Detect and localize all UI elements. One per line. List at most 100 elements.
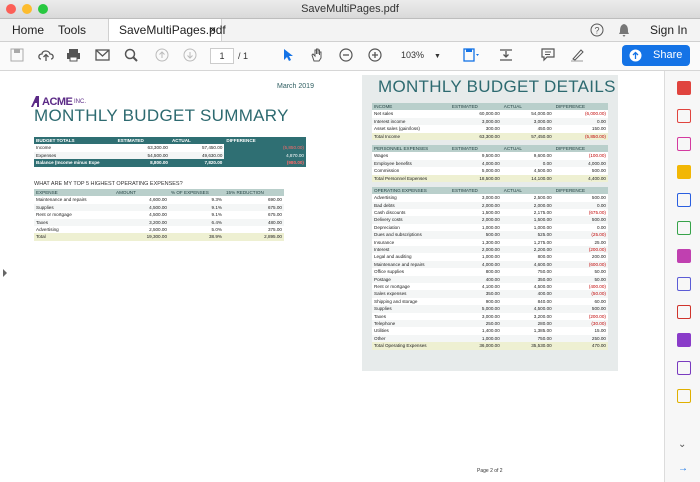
- table-row: Legal and auditing 1,000.00 800.00 200.00: [372, 253, 608, 260]
- cell-value: 9,500.00: [481, 153, 500, 159]
- table-header-row: BUDGET TOTALS ESTIMATED ACTUAL DIFFERENCE: [34, 137, 306, 145]
- row-label: Postage: [374, 276, 391, 282]
- notifications-icon[interactable]: [618, 23, 630, 37]
- table-header-row: INCOME ESTIMATED ACTUAL DIFFERENCE: [372, 103, 608, 111]
- column-header: EXPENSE: [36, 190, 58, 195]
- sign-in[interactable]: Sign In: [650, 23, 688, 37]
- tool-icon[interactable]: [677, 137, 691, 151]
- row-label: Employee benefits: [374, 160, 412, 166]
- row-label: Dues and subscriptions: [374, 232, 422, 238]
- document-area: March 2019 ACME INC. MONTHLY BUDGET SUMM…: [12, 71, 664, 482]
- row-label: Total Income: [374, 133, 401, 139]
- sidebar-collapse[interactable]: ⌄: [678, 439, 687, 450]
- mail-icon[interactable]: [95, 48, 110, 62]
- next-page[interactable]: [183, 48, 197, 62]
- cell-value: (200.00): [588, 247, 606, 253]
- table-row: Advertising 2,500.00 5.0% 375.00: [34, 226, 284, 233]
- cell-value: 480.00: [267, 219, 282, 225]
- zoom-dropdown[interactable]: 103% ▼: [401, 50, 441, 60]
- upload-icon[interactable]: [38, 48, 54, 62]
- column-header: ACTUAL: [503, 104, 522, 109]
- tool-icon[interactable]: [677, 221, 691, 235]
- table-row: Employee benefits 4,000.00 0.00 4,000.00: [372, 159, 608, 168]
- top-expenses-table: EXPENSE AMOUNT% OF EXPENSES 15% REDUCTION M…: [34, 189, 284, 241]
- document-tab-title: SaveMultiPages.pdf: [119, 23, 226, 37]
- row-label: Advertising: [374, 195, 397, 201]
- details-section: PERSONNEL EXPENSES ESTIMATED ACTUAL DIFFERE…: [372, 144, 608, 182]
- row-label: Supplies: [36, 204, 54, 210]
- cell-value: 840.00: [537, 298, 552, 304]
- tool-icon[interactable]: [677, 333, 691, 347]
- cell-value: 9,600.00: [533, 153, 552, 159]
- row-label: Balance (Income minus Expe: [36, 160, 100, 166]
- select-tool[interactable]: [282, 48, 294, 62]
- cell-value: (675.00): [588, 210, 606, 216]
- cell-value: 500.00: [591, 168, 606, 174]
- close-tab[interactable]: ✕: [209, 25, 217, 35]
- cell-value: 4,500.00: [149, 212, 167, 218]
- cell-value: 2,895.00: [264, 234, 282, 240]
- save-icon[interactable]: [10, 48, 24, 62]
- left-panel-toggle[interactable]: [2, 268, 8, 278]
- minimize-button[interactable]: [22, 4, 32, 14]
- total-row: Total Operating Expenses 36,000.00 35,530.…: [372, 342, 608, 350]
- column-header: INCOME: [374, 104, 393, 109]
- cell-value: 4,500.00: [533, 168, 552, 174]
- sidebar-expand[interactable]: →: [678, 463, 688, 474]
- highlight-tool[interactable]: [570, 48, 584, 62]
- tool-icon[interactable]: [677, 193, 691, 207]
- tool-icon[interactable]: [677, 305, 691, 319]
- cell-value: 3,200.00: [149, 219, 167, 225]
- zoom-button[interactable]: [38, 4, 48, 14]
- row-label: Rent or mortgage: [374, 283, 410, 289]
- fit-page[interactable]: [462, 48, 480, 62]
- table-row: Maintenance and repairs 4,600.00 9.3% 690.0…: [34, 196, 284, 203]
- table-row: Insurance 1,300.00 1,275.00 25.00: [372, 239, 608, 246]
- row-label: Bad debts: [374, 202, 395, 208]
- tool-icon[interactable]: [677, 389, 691, 403]
- row-label: Office supplies: [374, 269, 405, 275]
- page-number-input[interactable]: 1: [210, 48, 234, 64]
- cell-value: 8,800.00: [150, 160, 168, 166]
- table-row: Shipping and storage 900.00 840.00 60.00: [372, 298, 608, 305]
- share-button[interactable]: Share: [622, 45, 690, 66]
- row-label: Wages: [374, 153, 389, 159]
- column-header: OPERATING EXPENSES: [374, 187, 427, 193]
- previous-page[interactable]: [155, 48, 169, 62]
- tools-tab[interactable]: Tools: [58, 23, 87, 37]
- cell-value: 57,450.00: [201, 145, 223, 151]
- cell-value: 4,600.00: [149, 197, 167, 203]
- share-icon: [629, 49, 642, 62]
- cell-value: 5,000.00: [481, 306, 500, 312]
- tool-icon[interactable]: [677, 81, 691, 95]
- print-icon[interactable]: [66, 48, 81, 62]
- table-row: Advertising 3,000.00 2,500.00 500.00: [372, 194, 608, 201]
- cell-value: 2,000.00: [481, 217, 500, 223]
- cell-value: 0.00: [597, 224, 606, 230]
- cell-value: 750.00: [537, 269, 552, 275]
- zoom-out[interactable]: [339, 48, 353, 62]
- close-button[interactable]: [6, 4, 16, 14]
- hand-tool[interactable]: [310, 48, 324, 62]
- help-icon[interactable]: ?: [590, 23, 604, 37]
- table-row: Interest 2,000.00 2,200.00 (200.00): [372, 246, 608, 254]
- comment-tool[interactable]: [541, 48, 555, 62]
- tool-icon[interactable]: [677, 109, 691, 123]
- document-tab[interactable]: SaveMultiPages.pdf ✕: [108, 19, 226, 41]
- table-row: Asset sales (gain/loss) 300.00 450.00 150.0…: [372, 125, 608, 132]
- tool-icon[interactable]: [677, 249, 691, 263]
- cell-value: 14,100.00: [531, 175, 552, 181]
- scroll-mode[interactable]: [498, 48, 514, 62]
- tool-icon[interactable]: [677, 361, 691, 375]
- cell-value: 50.00: [594, 276, 606, 282]
- search-icon[interactable]: [124, 48, 138, 62]
- table-header-row: PERSONNEL EXPENSES ESTIMATED ACTUAL DIFFERE…: [372, 144, 608, 153]
- zoom-in[interactable]: [368, 48, 382, 62]
- row-label: Telephone: [374, 320, 396, 326]
- tool-icon[interactable]: [677, 277, 691, 291]
- cell-value: 675.00: [267, 212, 282, 218]
- cell-value: 250.00: [591, 335, 606, 341]
- tool-icon[interactable]: [677, 165, 691, 179]
- table-row: Cash discounts 1,500.00 2,175.00 (675.00): [372, 209, 608, 216]
- home-tab[interactable]: Home: [12, 23, 45, 37]
